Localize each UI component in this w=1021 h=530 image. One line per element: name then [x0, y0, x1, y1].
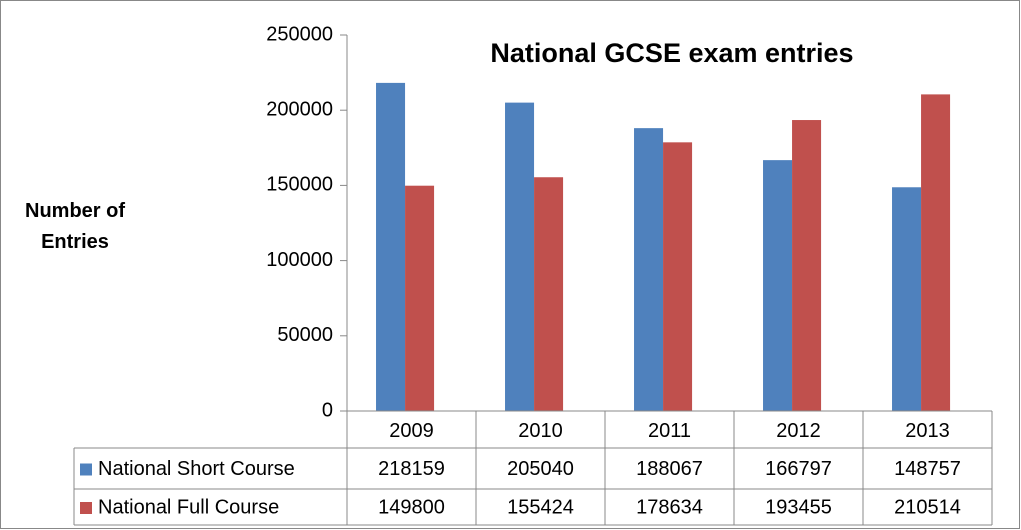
x-tick-label: 2010 [518, 420, 563, 442]
bar [505, 102, 535, 411]
legend-label: National Full Course [98, 496, 279, 518]
bar [405, 185, 435, 411]
x-tick-label: 2013 [905, 420, 950, 442]
chart-title: National GCSE exam entries [490, 38, 853, 68]
bar [663, 142, 693, 411]
x-tick-label: 2011 [648, 420, 691, 442]
y-axis-label: Number of Entries [25, 200, 125, 253]
x-tick-label: 2012 [776, 420, 821, 442]
y-tick-label: 200000 [266, 98, 333, 120]
table-value: 193455 [765, 496, 832, 518]
y-tick-label: 100000 [266, 249, 333, 271]
bar [763, 160, 793, 411]
legend-label: National Short Course [98, 458, 295, 480]
legend-swatch [80, 463, 92, 476]
bar [634, 128, 664, 412]
table-value: 188067 [636, 458, 703, 480]
bar [892, 187, 922, 411]
y-tick-label: 250000 [266, 23, 333, 45]
table-value: 178634 [636, 496, 703, 518]
table-value: 218159 [378, 458, 445, 480]
table-value: 148757 [894, 458, 961, 480]
bar [792, 120, 822, 412]
bar [921, 94, 951, 411]
y-tick-label: 50000 [277, 324, 333, 346]
table-value: 210514 [894, 496, 961, 518]
bar [534, 177, 564, 411]
legend-swatch [80, 502, 92, 514]
x-tick-label: 2009 [389, 420, 434, 442]
table-value: 166797 [765, 458, 832, 480]
bar [376, 82, 406, 412]
table-value: 205040 [507, 458, 574, 480]
table-value: 155424 [507, 496, 574, 518]
y-tick-label: 0 [322, 399, 333, 421]
table-value: 149800 [378, 496, 445, 518]
y-tick-label: 150000 [266, 174, 333, 196]
